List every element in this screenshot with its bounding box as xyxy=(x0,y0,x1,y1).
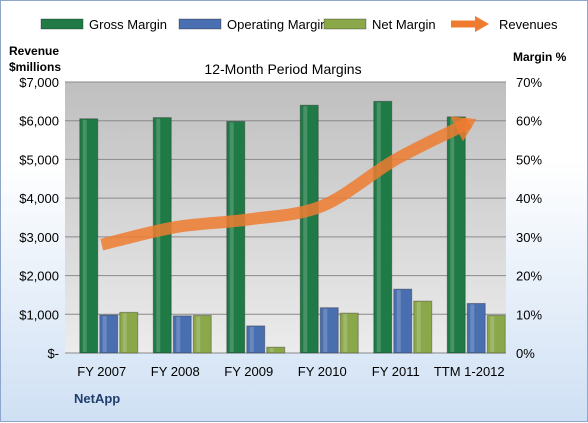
gross-margin-legend-label: Gross Margin xyxy=(89,17,167,32)
operating-margin-bar xyxy=(246,325,266,354)
gross-margin-bar-highlight xyxy=(303,106,308,352)
revenues-line xyxy=(100,117,472,251)
gross-margin-bar-highlight xyxy=(229,122,234,352)
net-margin-bar-highlight xyxy=(269,348,274,352)
legend: Gross Margin Operating Margin Net Margin Re… xyxy=(40,16,558,32)
left-tick-label: $4,000 xyxy=(19,191,59,206)
category-label: FY 2011 xyxy=(372,364,420,379)
net-margin-bar-highlight xyxy=(343,314,348,352)
category-label: FY 2008 xyxy=(151,364,200,379)
net-margin-bar-highlight xyxy=(416,302,421,352)
category-label: TTM 1-2012 xyxy=(434,364,505,379)
revenue-line xyxy=(100,116,477,251)
gross-margin-bar xyxy=(226,120,246,354)
left-tick-label: $1,000 xyxy=(19,307,59,322)
operating-margin-bar-highlight xyxy=(249,326,254,352)
left-axis-title-line2: $millions xyxy=(9,60,61,74)
net-margin-bar-highlight xyxy=(196,316,201,352)
operating-margin-bar xyxy=(99,314,119,354)
left-tick-label: $6,000 xyxy=(19,114,59,129)
right-tick-label: 0% xyxy=(516,346,535,361)
right-tick-label: 10% xyxy=(516,307,542,322)
net-margin-bar xyxy=(339,312,359,354)
left-tick-label: $3,000 xyxy=(19,230,59,245)
right-tick-label: 20% xyxy=(516,269,542,284)
gross-margin-bar xyxy=(299,104,319,354)
revenues-arrowhead xyxy=(450,116,477,142)
net-margin-bar xyxy=(413,300,433,354)
category-label: FY 2009 xyxy=(224,364,273,379)
left-tick-label: $- xyxy=(47,346,59,361)
category-label: FY 2010 xyxy=(298,364,347,379)
revenues-legend-arrow xyxy=(475,16,489,32)
operating-margin-bar-highlight xyxy=(396,290,401,352)
revenues-legend-label: Revenues xyxy=(499,17,558,32)
gross-margin-bar xyxy=(79,118,99,354)
operating-margin-bar-highlight xyxy=(323,308,328,352)
right-tick-label: 40% xyxy=(516,191,542,206)
category-labels: FY 2007 FY 2008 FY 2009 FY 2010 FY 2011 TTM 1… xyxy=(77,364,504,379)
gross-margin-bar-highlight xyxy=(376,102,381,352)
operating-margin-bar-highlight xyxy=(176,316,181,352)
operating-margin-legend-label: Operating Margin xyxy=(227,17,327,32)
net-margin-legend-label: Net Margin xyxy=(372,17,436,32)
net-margin-bar xyxy=(266,346,286,354)
operating-margin-legend-swatch xyxy=(178,18,222,30)
net-margin-bar xyxy=(119,311,139,354)
left-tick-label: $2,000 xyxy=(19,269,59,284)
category-label: FY 2007 xyxy=(77,364,126,379)
right-tick-label: 30% xyxy=(516,230,542,245)
gross-margin-bar-highlight xyxy=(450,117,455,352)
gross-margin-bar xyxy=(446,116,466,354)
net-margin-bar xyxy=(486,314,506,354)
right-tick-label: 70% xyxy=(516,75,542,90)
operating-margin-bar xyxy=(466,302,486,354)
net-margin-bar-highlight xyxy=(490,316,495,352)
right-tick-labels: 0% 10% 20% 30% 40% 50% 60% 70% xyxy=(516,75,542,361)
company-label: NetApp xyxy=(74,391,120,406)
left-tick-label: $5,000 xyxy=(19,152,59,167)
right-axis-title: Margin % xyxy=(513,50,567,64)
left-axis-title-line1: Revenue xyxy=(9,44,59,58)
operating-margin-bar-highlight xyxy=(102,316,107,352)
net-margin-bar-highlight xyxy=(122,313,127,352)
operating-margin-bar xyxy=(172,315,192,354)
gross-margin-legend-swatch xyxy=(40,18,84,30)
left-tick-labels: $- $1,000 $2,000 $3,000 $4,000 $5,000 $6,000 $7… xyxy=(19,75,59,361)
left-tick-label: $7,000 xyxy=(19,75,59,90)
operating-margin-bar xyxy=(319,307,339,354)
right-tick-label: 50% xyxy=(516,152,542,167)
gross-margin-bar xyxy=(373,100,393,354)
gross-margin-bar-highlight xyxy=(82,119,87,353)
net-margin-bar xyxy=(192,314,212,354)
chart-title: 12-Month Period Margins xyxy=(204,61,361,77)
operating-margin-bar xyxy=(393,288,413,354)
right-tick-label: 60% xyxy=(516,114,542,129)
operating-margin-bar-highlight xyxy=(470,304,475,352)
net-margin-legend-swatch xyxy=(323,18,367,30)
